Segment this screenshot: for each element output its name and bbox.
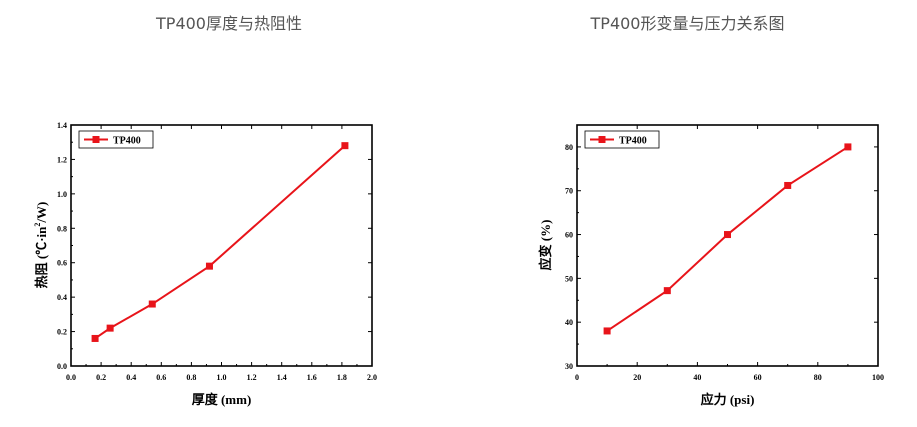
y-tick-label: 1.4: [57, 121, 67, 130]
y-tick-label: 80: [565, 143, 573, 152]
strain-stress-chart: 0 20 40 60 80 100 30 40 50 60 70 80 应力 (psi) 应变 (%) TP…: [538, 124, 884, 407]
y-tick-label: 60: [565, 231, 573, 240]
series-line: [94, 144, 346, 340]
x-tick-label: 80: [814, 373, 822, 382]
y-tick-label: 40: [565, 318, 573, 327]
x-tick-label: 0.4: [126, 373, 136, 382]
x-tick-label: 1.6: [307, 373, 317, 382]
y-axis-label-part: 热阻 (℃·in: [34, 226, 49, 289]
x-tick-label: 0.0: [66, 373, 76, 382]
x-tick-label: 1.4: [277, 373, 287, 382]
y-tick-label: 0.6: [57, 259, 67, 268]
x-tick-label: 0.6: [156, 373, 166, 382]
series-line: [606, 146, 849, 332]
legend-label: TP400: [113, 136, 141, 147]
y-tick-label: 0.2: [57, 328, 67, 337]
y-tick-label: 0.8: [57, 224, 67, 233]
legend-box: [78, 130, 154, 149]
x-tick-label: 100: [872, 373, 884, 382]
x-tick-label: 1.2: [247, 373, 257, 382]
y-axis-label: 应变 (%): [538, 220, 553, 271]
legend-box: [584, 130, 660, 149]
legend-marker: [598, 136, 606, 143]
x-axis-label: 厚度 (mm): [192, 392, 252, 407]
y-tick-label: 0.0: [57, 362, 67, 371]
data-point: [205, 262, 213, 270]
y-tick-label: 30: [565, 362, 573, 371]
y-axis-label-superscript: 2: [33, 223, 42, 227]
y-axis-label: 热阻 (℃·in2/W): [33, 202, 49, 289]
legend-label: TP400: [619, 136, 647, 147]
data-point: [148, 300, 156, 308]
data-point: [784, 181, 792, 189]
data-point: [91, 334, 99, 342]
x-tick-label: 60: [754, 373, 762, 382]
x-tick-label: 0.2: [96, 373, 106, 382]
data-point: [341, 142, 349, 150]
data-point: [844, 143, 852, 151]
y-axis-label-part: 应变 (%): [538, 220, 553, 271]
thickness-resistance-chart: 0.0 0.2 0.4 0.6 0.8 1.0 1.2 1.4 1.6 1.8 2.0 0.0 0.2 0…: [33, 121, 377, 407]
legend-marker: [92, 136, 100, 143]
data-point: [724, 231, 731, 239]
x-tick-label: 2.0: [367, 373, 377, 382]
x-tick-label: 1.8: [337, 373, 347, 382]
x-tick-label: 1.0: [217, 373, 227, 382]
y-tick-label: 1.0: [57, 190, 67, 199]
y-tick-label: 0.4: [57, 293, 67, 302]
y-tick-label: 70: [565, 187, 573, 196]
x-tick-label: 20: [633, 373, 641, 382]
data-point: [603, 327, 611, 335]
data-point: [106, 324, 114, 332]
chart-caption-left: TP400厚度与热阻性: [156, 14, 302, 33]
x-tick-label: 0.8: [186, 373, 196, 382]
thickness-resistance-chart-panel: TP400厚度与热阻性 0.0 0.2 0.4 0.6 0.8 1.0 1.2 1.4 1.6 1…: [0, 0, 458, 427]
y-tick-label: 1.2: [57, 155, 67, 164]
x-tick-label: 0: [575, 373, 579, 382]
strain-stress-chart-panel: TP400形变量与压力关系图 0 20 40 60 80 100 30 40 50 60 70 80 应…: [458, 0, 917, 427]
x-tick-label: 40: [693, 373, 701, 382]
plot-frame: [576, 124, 879, 367]
y-axis-label-part: /W): [34, 202, 49, 224]
chart-caption-right: TP400形变量与压力关系图: [590, 14, 785, 33]
data-point: [663, 287, 671, 295]
y-tick-label: 50: [565, 274, 573, 283]
x-axis-label: 应力 (psi): [701, 392, 755, 407]
